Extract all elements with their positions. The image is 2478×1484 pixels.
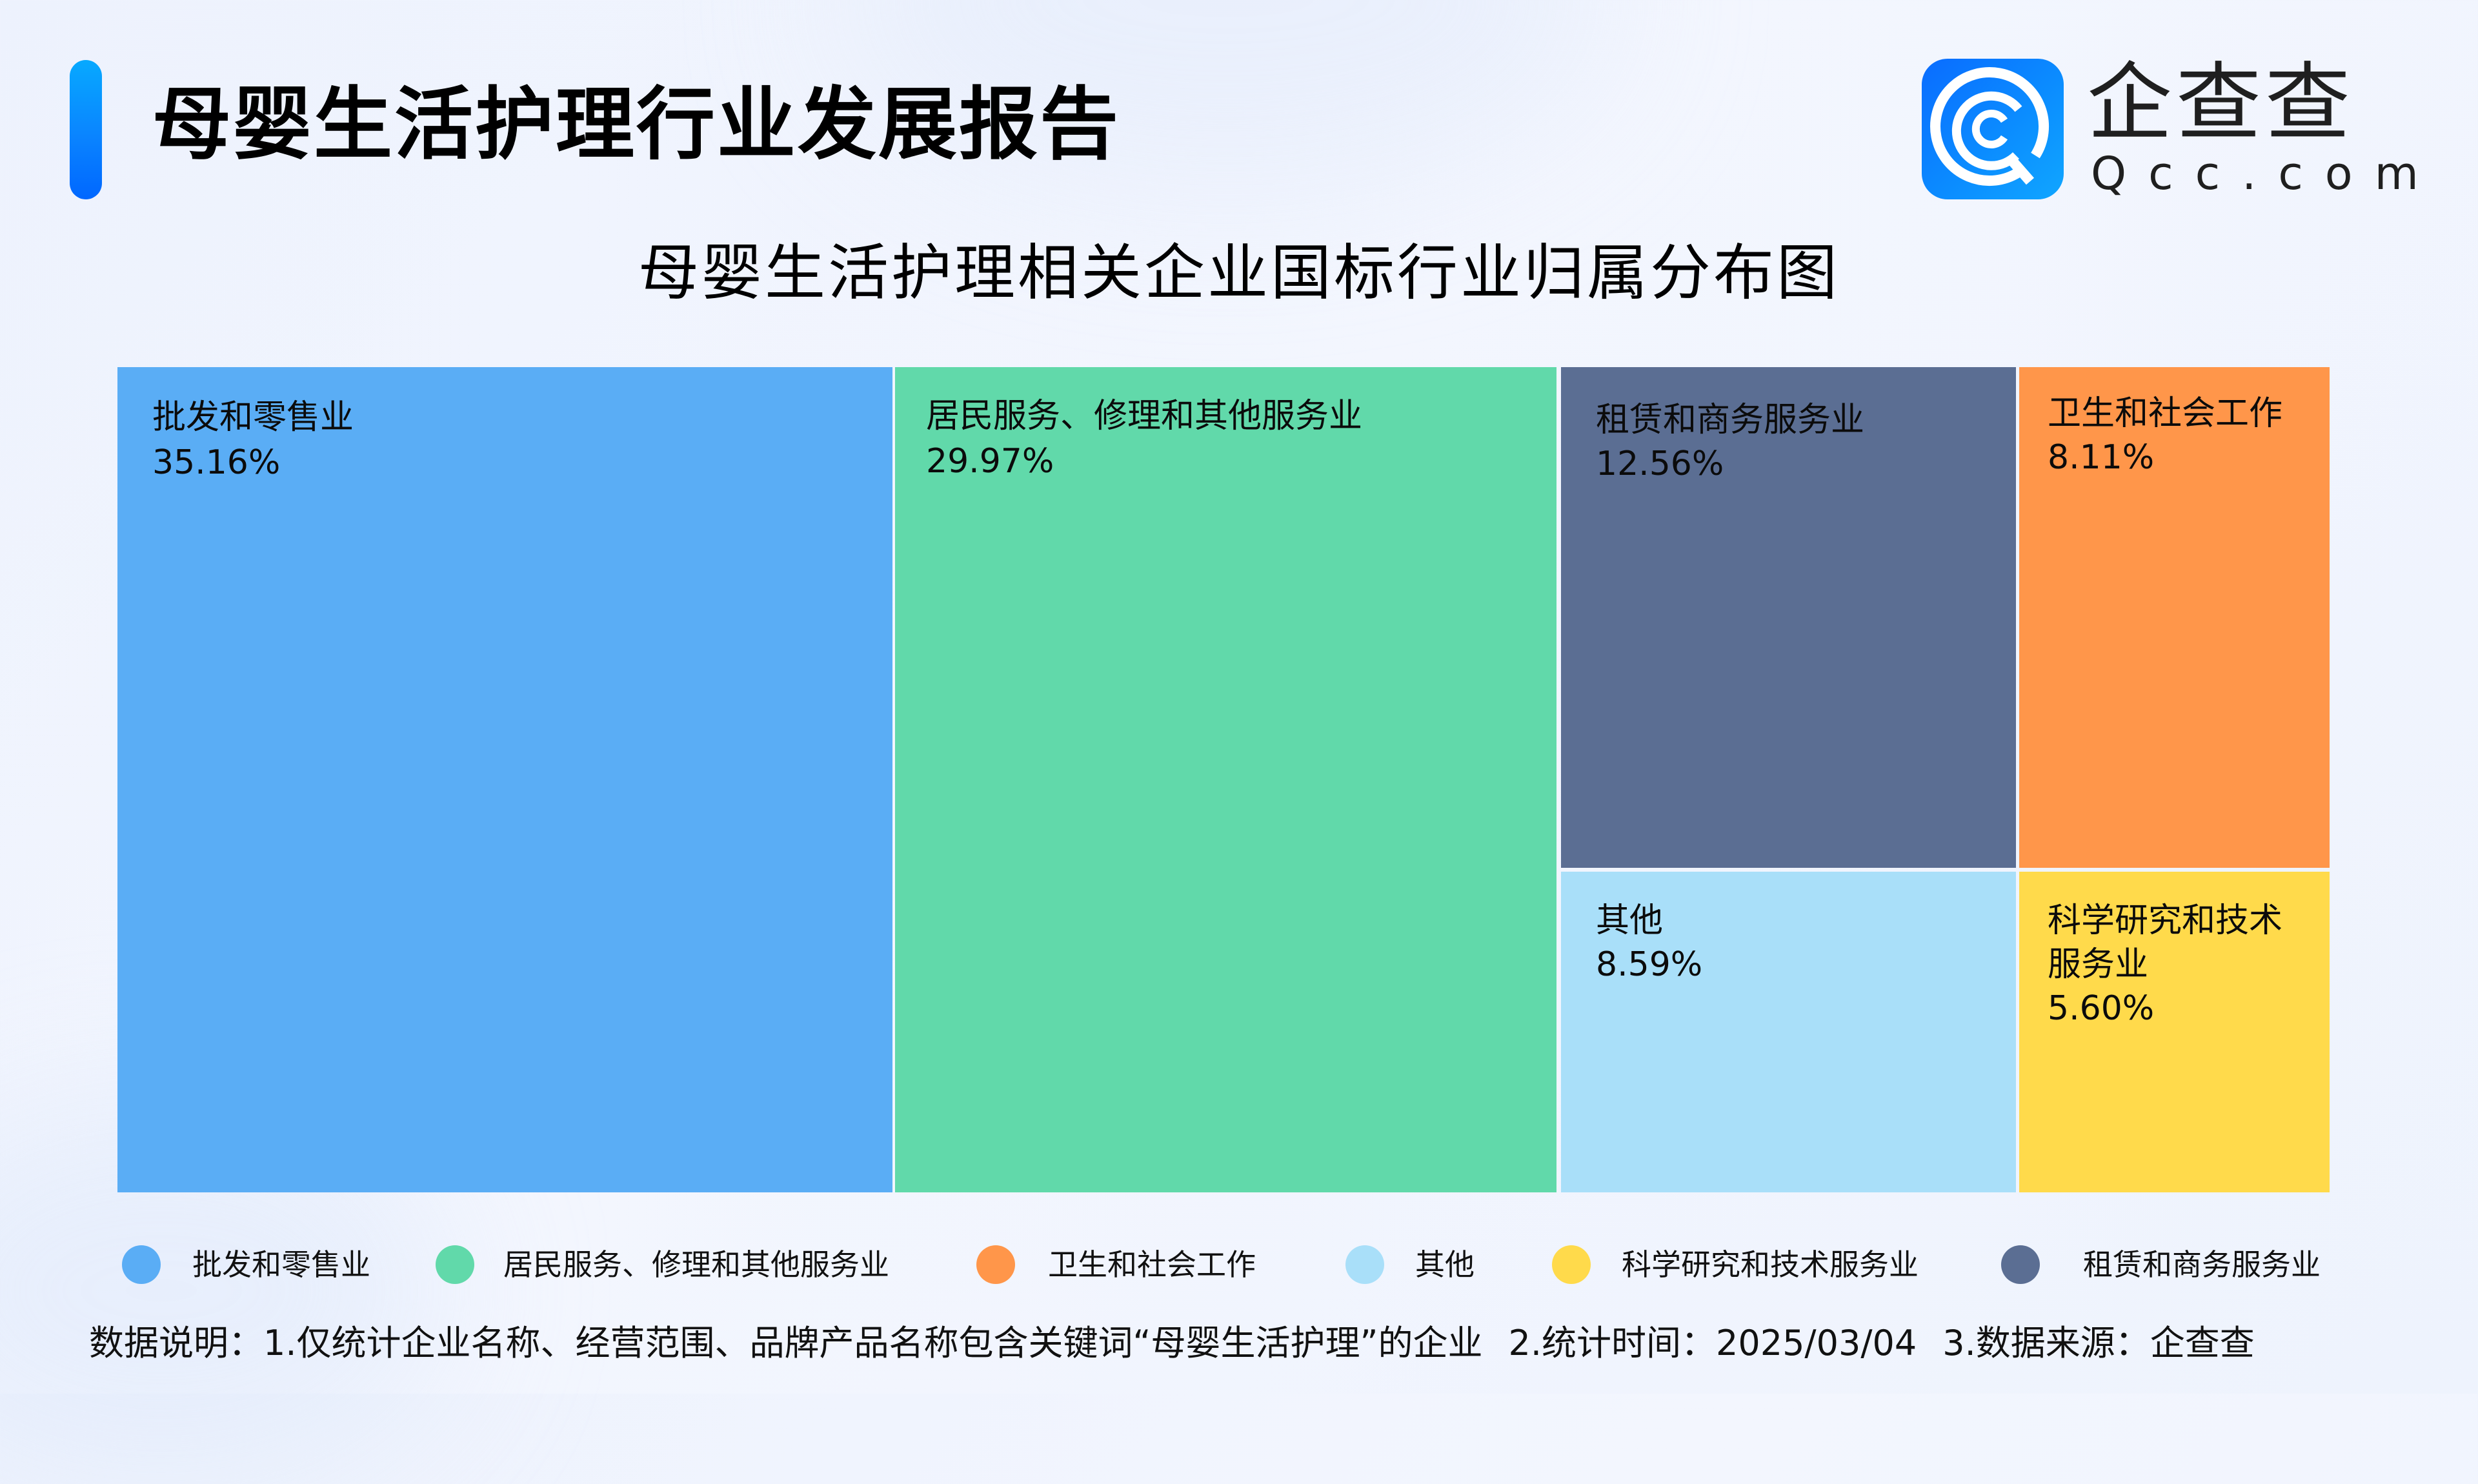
legend-label: 卫生和社会工作 bbox=[1048, 1247, 1256, 1282]
cell-value: 29.97% bbox=[926, 442, 1054, 481]
logo-text-en: Qcc.com bbox=[2091, 147, 2441, 200]
cell-value: 8.59% bbox=[1596, 945, 1703, 984]
treemap-cell-science-tech[interactable]: 科学研究和技术服务业 5.60% bbox=[2019, 872, 2330, 1192]
legend-dot-icon bbox=[122, 1245, 161, 1284]
legend-label: 科学研究和技术服务业 bbox=[1622, 1247, 1919, 1282]
treemap-cell-health-social[interactable]: 卫生和社会工作 8.11% bbox=[2019, 367, 2330, 868]
legend-dot-icon bbox=[1345, 1245, 1384, 1284]
cell-value: 5.60% bbox=[2048, 989, 2155, 1028]
cell-label: 批发和零售业 bbox=[152, 398, 354, 437]
cell-value: 8.11% bbox=[2048, 438, 2155, 477]
treemap-cell-wholesale-retail[interactable]: 批发和零售业 35.16% bbox=[117, 367, 892, 1192]
legend-label: 居民服务、修理和其他服务业 bbox=[503, 1247, 889, 1282]
data-note-date: 2.统计时间：2025/03/04 bbox=[1508, 1323, 1917, 1363]
legend-dot-icon bbox=[1552, 1245, 1591, 1284]
qcc-logo: 企查查 Qcc.com bbox=[1922, 55, 2419, 201]
qcc-logo-icon bbox=[1922, 59, 2064, 199]
logo-text-cn: 企查查 bbox=[2087, 54, 2354, 153]
treemap-cell-leasing-business[interactable]: 租赁和商务服务业 12.56% bbox=[1561, 367, 2016, 868]
treemap-cell-other[interactable]: 其他 8.59% bbox=[1561, 872, 2016, 1192]
cell-label: 科学研究和技术服务业 bbox=[2048, 901, 2283, 984]
legend-dot-icon bbox=[2001, 1245, 2040, 1284]
title-accent-bar bbox=[70, 60, 102, 199]
cell-label: 卫生和社会工作 bbox=[2048, 394, 2283, 433]
legend-label: 其他 bbox=[1415, 1247, 1475, 1282]
legend-dot-icon bbox=[436, 1245, 474, 1284]
treemap-cell-resident-services[interactable]: 居民服务、修理和其他服务业 29.97% bbox=[895, 367, 1556, 1192]
cell-value: 35.16% bbox=[152, 443, 281, 482]
data-note-scope: 数据说明：1.仅统计企业名称、经营范围、品牌产品名称包含关键词“母婴生活护理”的… bbox=[89, 1323, 1483, 1363]
chart-title: 母婴生活护理相关企业国标行业归属分布图 bbox=[638, 238, 1840, 308]
cell-label: 其他 bbox=[1596, 901, 1664, 940]
data-note: 数据说明：1.仅统计企业名称、经营范围、品牌产品名称包含关键词“母婴生活护理”的… bbox=[89, 1319, 2281, 1368]
legend-label: 租赁和商务服务业 bbox=[2083, 1247, 2321, 1282]
cell-label: 居民服务、修理和其他服务业 bbox=[926, 397, 1363, 436]
data-note-source: 3.数据来源：企查查 bbox=[1942, 1323, 2255, 1363]
cell-value: 12.56% bbox=[1596, 445, 1724, 483]
legend-label: 批发和零售业 bbox=[192, 1247, 370, 1282]
treemap-chart: 批发和零售业 35.16% 居民服务、修理和其他服务业 29.97% 租赁和商务… bbox=[117, 367, 2330, 1192]
legend-dot-icon bbox=[976, 1245, 1015, 1284]
page-title: 母婴生活护理行业发展报告 bbox=[152, 79, 1120, 170]
chart-legend: 批发和零售业 居民服务、修理和其他服务业 卫生和社会工作 其他 科学研究和技术服… bbox=[0, 1239, 2478, 1290]
cell-label: 租赁和商务服务业 bbox=[1596, 401, 1865, 439]
